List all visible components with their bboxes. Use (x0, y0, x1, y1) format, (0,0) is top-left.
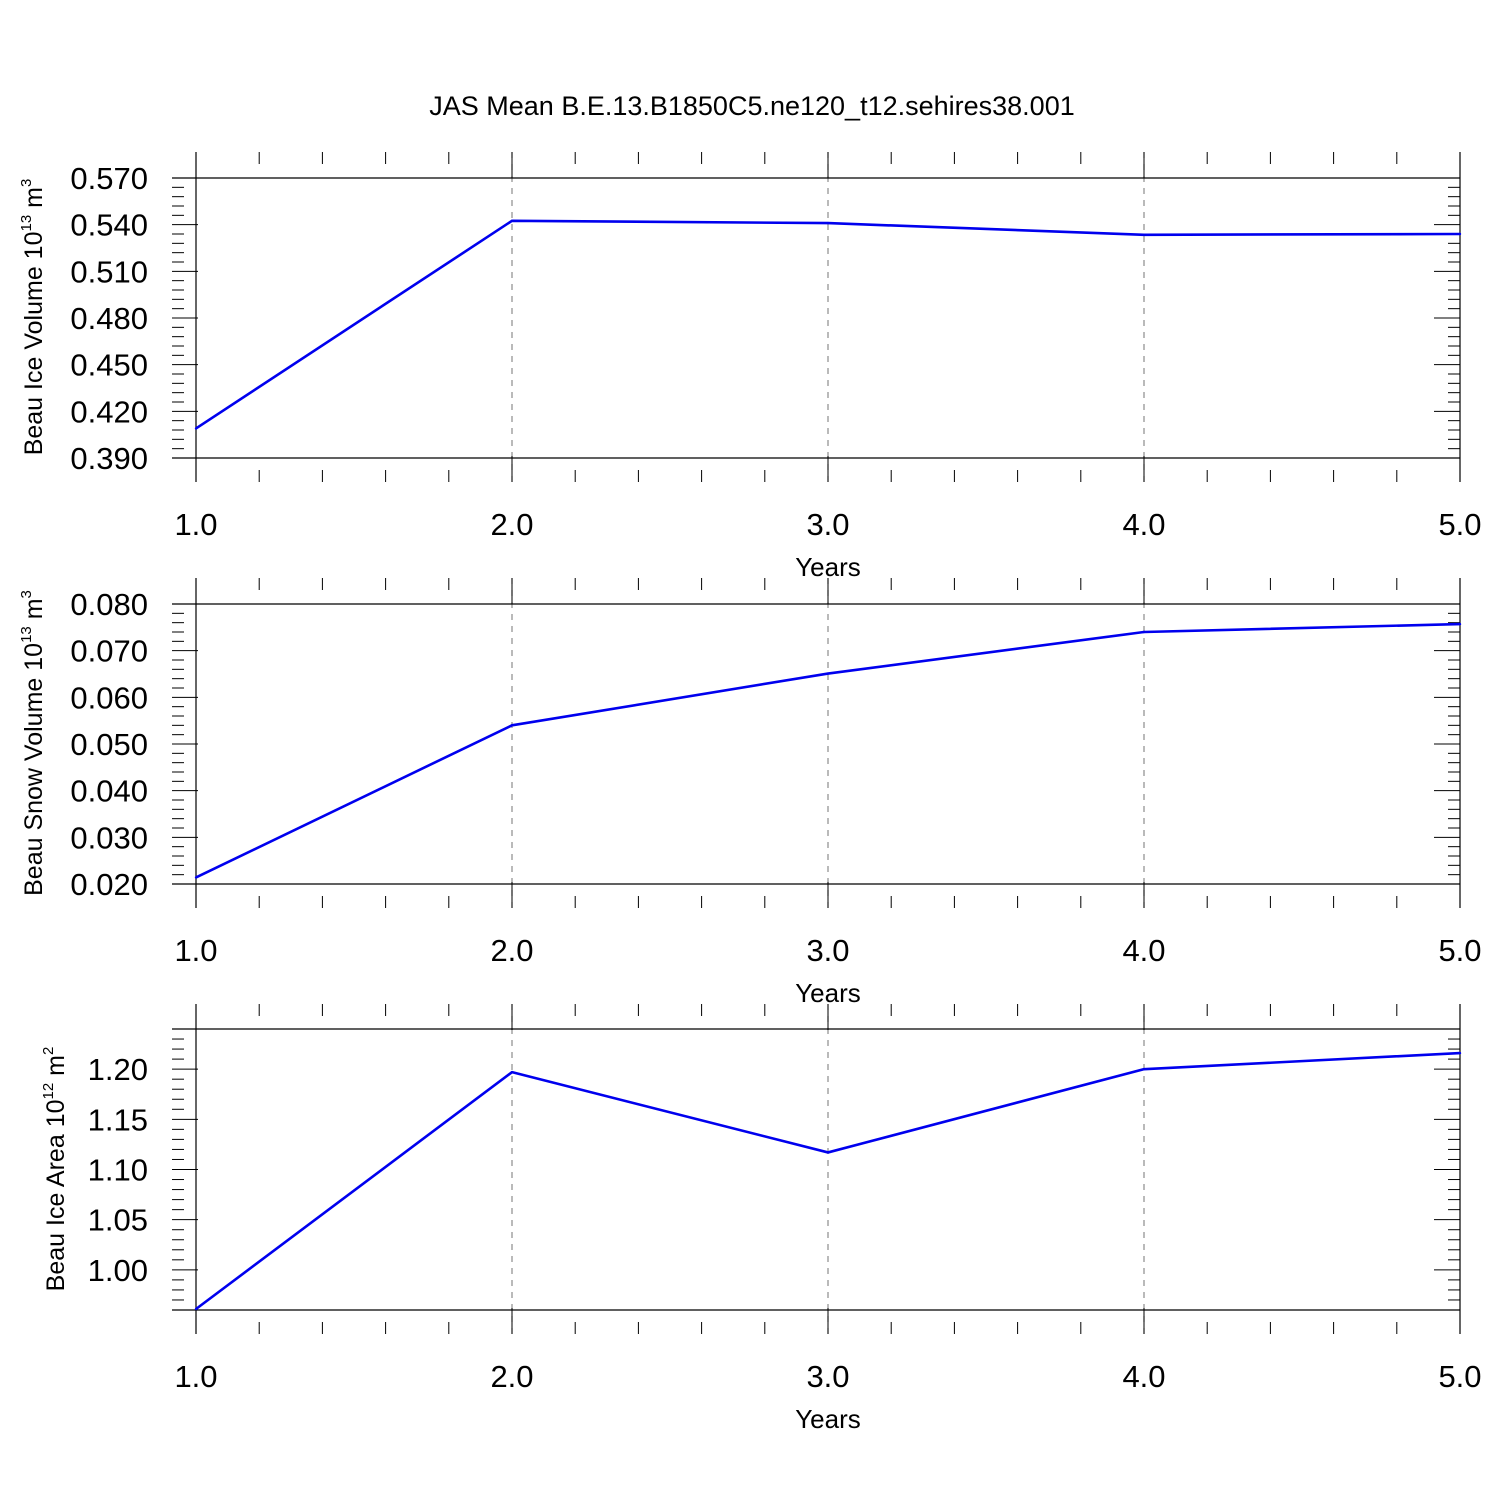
data-point (194, 427, 198, 430)
y-axis-label: Beau Ice Volume 1013 m3 (18, 179, 48, 456)
data-point (194, 876, 198, 879)
panel-2: 0.080 0.070 0.060 0.050 0.040 0.030 0.020 1.0 2.… (18, 578, 1482, 1008)
x-tick-label: 5.0 (1438, 507, 1481, 542)
x-tick-label: 4.0 (1122, 933, 1165, 968)
y-axis-label-text: Beau Ice Area 10 (42, 1100, 70, 1292)
x-tick-label: 2.0 (490, 507, 533, 542)
y-tick-label: 0.540 (70, 208, 148, 243)
y-axis-label-unit: m (20, 187, 48, 215)
y-axis-label-unit-exp: 2 (40, 1047, 57, 1055)
x-axis-label: Years (795, 552, 861, 582)
x-tick-label: 3.0 (806, 507, 849, 542)
y-tick-label: 0.080 (70, 587, 148, 622)
y-axis-label: Beau Ice Area 1012 m2 (40, 1047, 70, 1292)
data-point (1458, 622, 1462, 626)
data-point (1458, 1051, 1462, 1055)
y-tick-label: 1.15 (88, 1102, 148, 1137)
x-tick-label: 4.0 (1122, 1359, 1165, 1394)
data-point (1458, 232, 1462, 236)
data-point (1142, 1067, 1146, 1071)
x-axis-label: Years (795, 1404, 861, 1434)
data-point (826, 221, 830, 225)
y-tick-label: 0.030 (70, 820, 148, 855)
data-point (194, 1307, 198, 1311)
data-point (510, 1070, 514, 1074)
y-tick-label: 0.570 (70, 161, 148, 196)
data-point (826, 672, 830, 675)
y-tick-label: 0.480 (70, 301, 148, 336)
y-tick-label: 1.20 (88, 1052, 148, 1087)
y-tick-label: 0.070 (70, 634, 148, 669)
data-point (510, 724, 514, 727)
y-axis-label-unit-exp: 3 (18, 179, 35, 187)
y-tick-label: 1.10 (88, 1153, 148, 1188)
x-tick-label: 5.0 (1438, 1359, 1481, 1394)
x-tick-label: 3.0 (806, 1359, 849, 1394)
y-tick-label: 0.450 (70, 348, 148, 383)
y-tick-label: 0.510 (70, 254, 148, 289)
y-axis-label-text: Beau Snow Volume 10 (20, 643, 48, 896)
x-tick-label: 2.0 (490, 933, 533, 968)
data-point (510, 219, 514, 222)
data-point (1142, 630, 1146, 634)
y-axis-label-exp: 13 (18, 626, 35, 643)
x-tick-label: 5.0 (1438, 933, 1481, 968)
y-axis-label-exp: 12 (40, 1083, 57, 1100)
y-axis-label-unit: m (42, 1055, 70, 1083)
y-tick-label: 0.040 (70, 774, 148, 809)
y-tick-label: 0.420 (70, 394, 148, 429)
y-axis-label-text: Beau Ice Volume 10 (20, 232, 48, 456)
x-tick-label: 1.0 (174, 933, 217, 968)
y-tick-label: 0.020 (70, 867, 148, 902)
y-axis-label-unit: m (20, 598, 48, 626)
x-tick-label: 3.0 (806, 933, 849, 968)
y-axis-label: Beau Snow Volume 1013 m3 (18, 590, 48, 896)
panels: 0.570 0.540 0.510 0.480 0.450 0.420 0.390 1.0 2.… (18, 152, 1482, 1434)
y-axis-label-unit-exp: 3 (18, 590, 35, 598)
x-tick-label: 1.0 (174, 1359, 217, 1394)
x-tick-label: 1.0 (174, 507, 217, 542)
y-tick-label: 0.390 (70, 441, 148, 476)
y-axis-label-exp: 13 (18, 215, 35, 232)
panel-1: 0.570 0.540 0.510 0.480 0.450 0.420 0.390 1.0 2.… (18, 152, 1482, 582)
x-tick-label: 2.0 (490, 1359, 533, 1394)
y-tick-label: 0.050 (70, 727, 148, 762)
data-point (826, 1151, 830, 1154)
y-tick-label: 1.05 (88, 1203, 148, 1238)
panel-3: 1.20 1.15 1.10 1.05 1.00 1.0 2.0 3.0 4.0 5.0 Years… (40, 1004, 1482, 1434)
data-point (1142, 233, 1146, 236)
x-axis-label: Years (795, 978, 861, 1008)
figure-title: JAS Mean B.E.13.B1850C5.ne120_t12.sehire… (429, 91, 1074, 121)
x-tick-label: 4.0 (1122, 507, 1165, 542)
y-tick-label: 0.060 (70, 680, 148, 715)
y-tick-label: 1.00 (88, 1253, 148, 1288)
